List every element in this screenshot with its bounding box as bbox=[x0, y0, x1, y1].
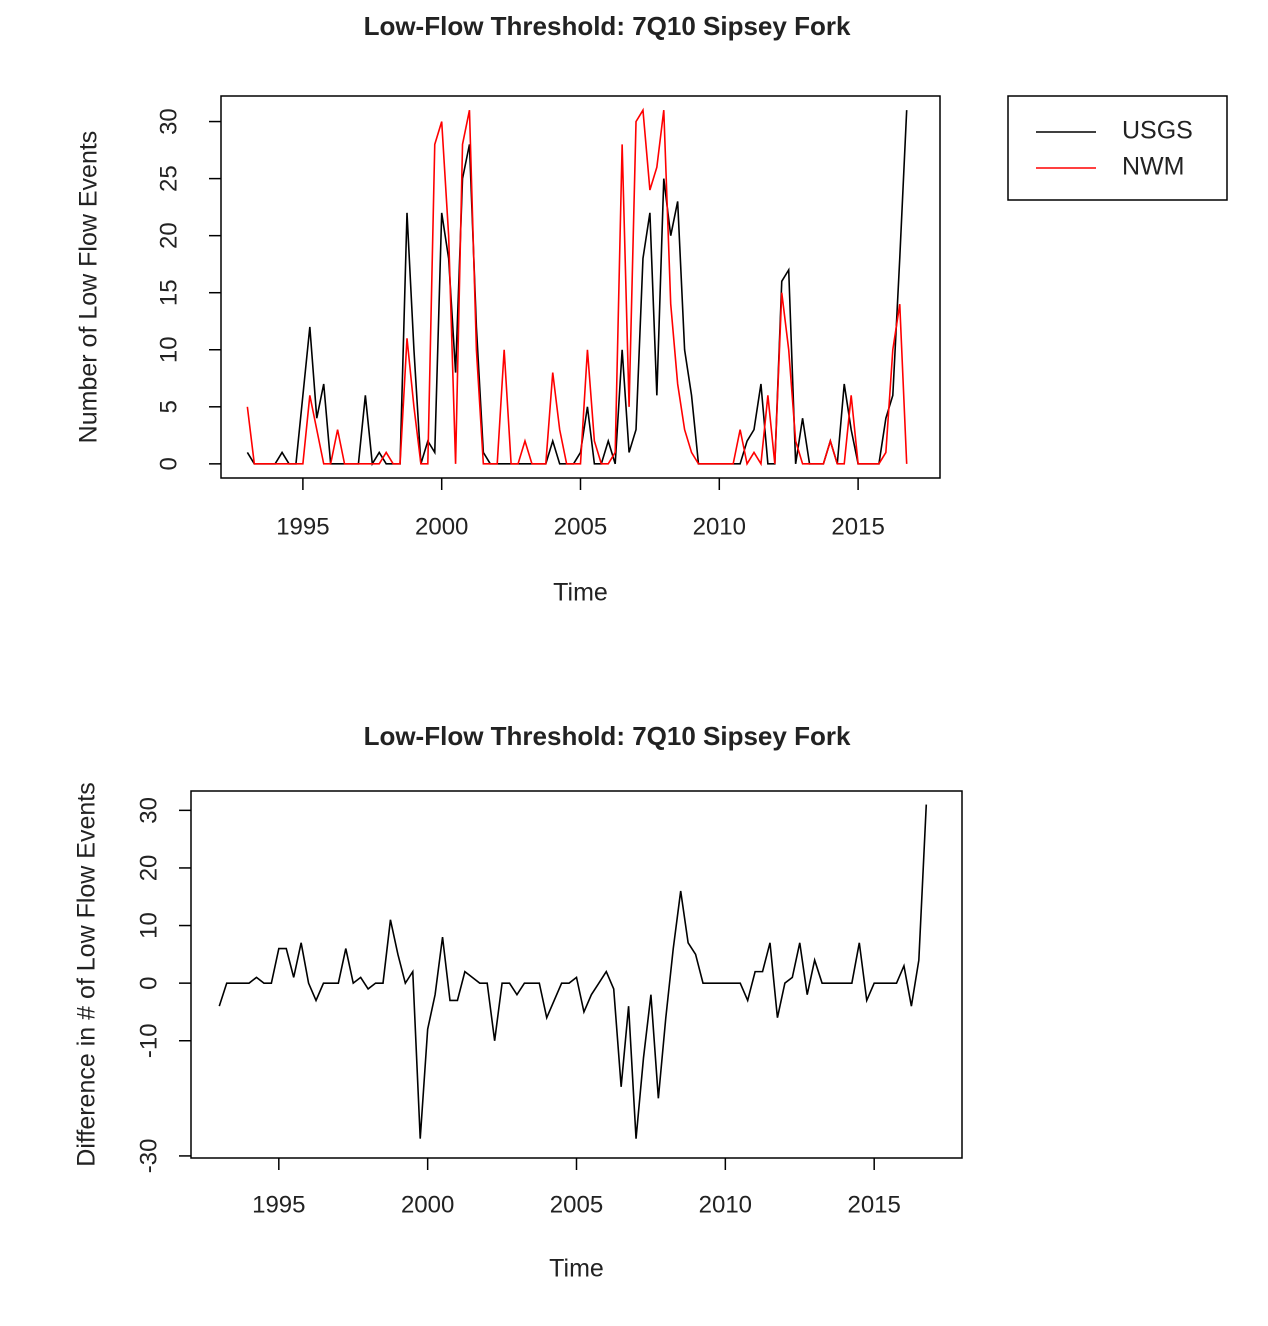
x-tick-label: 2005 bbox=[554, 513, 607, 540]
x-axis-label: Time bbox=[549, 1255, 604, 1283]
series-line bbox=[246, 110, 908, 467]
legend-box bbox=[1007, 95, 1228, 201]
x-tick-label: 2000 bbox=[401, 1191, 454, 1218]
y-tick-label: 30 bbox=[135, 797, 162, 824]
x-tick-label: 2005 bbox=[550, 1191, 603, 1218]
y-tick-label: 0 bbox=[155, 457, 182, 470]
y-tick-label: -10 bbox=[135, 1023, 162, 1058]
series-line bbox=[218, 804, 928, 1139]
x-tick-label: 1995 bbox=[252, 1191, 305, 1218]
x-axis-label: Time bbox=[553, 579, 608, 607]
x-tick-label: 2015 bbox=[847, 1191, 900, 1218]
plot-frame bbox=[220, 95, 941, 479]
y-tick-label: 0 bbox=[135, 976, 162, 989]
chart-title: Low-Flow Threshold: 7Q10 Sipsey Fork bbox=[364, 11, 851, 41]
y-tick-label: 20 bbox=[135, 855, 162, 882]
y-tick-label: 25 bbox=[155, 165, 182, 192]
y-tick-label: 10 bbox=[155, 336, 182, 363]
legend-label: USGS bbox=[1122, 117, 1193, 145]
x-tick-label: 2010 bbox=[699, 1191, 752, 1218]
x-tick-label: 1995 bbox=[276, 513, 329, 540]
chart-title: Low-Flow Threshold: 7Q10 Sipsey Fork bbox=[364, 721, 851, 751]
y-tick-label: 30 bbox=[155, 108, 182, 135]
legend-label: NWM bbox=[1122, 153, 1184, 181]
y-axis-label: Difference in # of Low Flow Events bbox=[73, 782, 101, 1166]
x-tick-label: 2015 bbox=[831, 513, 884, 540]
y-tick-label: 10 bbox=[135, 912, 162, 939]
y-tick-label: -30 bbox=[135, 1139, 162, 1174]
x-tick-label: 2000 bbox=[415, 513, 468, 540]
series-line bbox=[246, 107, 908, 467]
y-tick-label: 20 bbox=[155, 222, 182, 249]
y-axis-label: Number of Low Flow Events bbox=[75, 131, 103, 444]
x-tick-label: 2010 bbox=[693, 513, 746, 540]
y-tick-label: 15 bbox=[155, 279, 182, 306]
y-tick-label: 5 bbox=[155, 400, 182, 413]
